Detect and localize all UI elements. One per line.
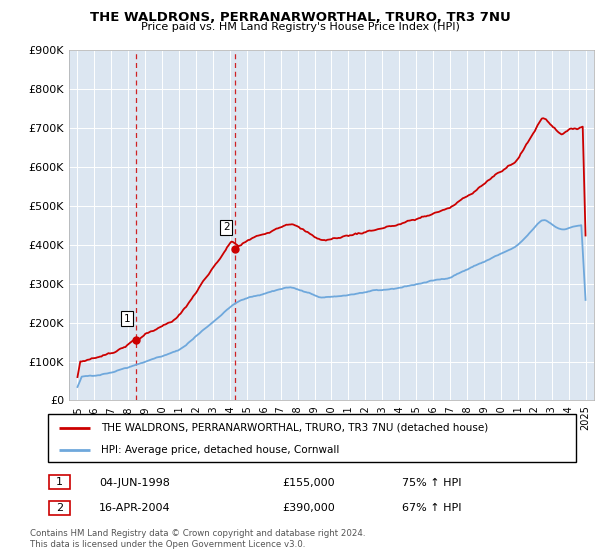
Text: 75% ↑ HPI: 75% ↑ HPI bbox=[402, 478, 461, 488]
Text: 1: 1 bbox=[124, 314, 131, 324]
Text: £390,000: £390,000 bbox=[282, 503, 335, 514]
Text: Contains HM Land Registry data © Crown copyright and database right 2024.
This d: Contains HM Land Registry data © Crown c… bbox=[30, 529, 365, 549]
Text: 04-JUN-1998: 04-JUN-1998 bbox=[99, 478, 170, 488]
Text: £155,000: £155,000 bbox=[282, 478, 335, 488]
Text: 2: 2 bbox=[223, 222, 230, 232]
Text: Price paid vs. HM Land Registry's House Price Index (HPI): Price paid vs. HM Land Registry's House … bbox=[140, 22, 460, 32]
Text: HPI: Average price, detached house, Cornwall: HPI: Average price, detached house, Corn… bbox=[101, 445, 339, 455]
Text: 1: 1 bbox=[56, 477, 63, 487]
Text: THE WALDRONS, PERRANARWORTHAL, TRURO, TR3 7NU: THE WALDRONS, PERRANARWORTHAL, TRURO, TR… bbox=[89, 11, 511, 24]
Text: 16-APR-2004: 16-APR-2004 bbox=[99, 503, 170, 514]
Text: 2: 2 bbox=[56, 503, 63, 513]
Text: 67% ↑ HPI: 67% ↑ HPI bbox=[402, 503, 461, 514]
Text: THE WALDRONS, PERRANARWORTHAL, TRURO, TR3 7NU (detached house): THE WALDRONS, PERRANARWORTHAL, TRURO, TR… bbox=[101, 423, 488, 433]
